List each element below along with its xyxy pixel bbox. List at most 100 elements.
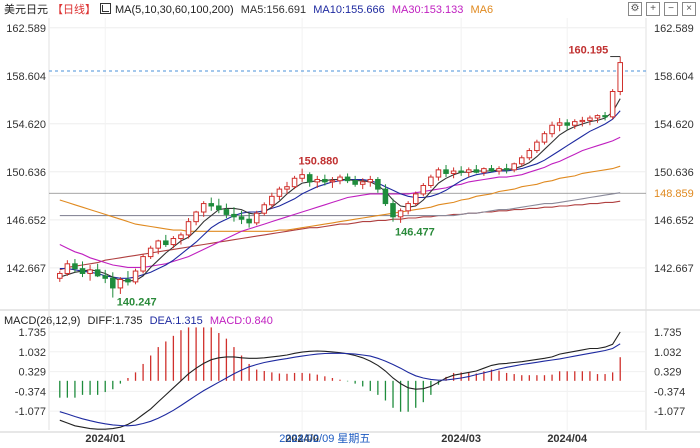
candle-body — [602, 115, 608, 118]
close-icon[interactable]: × — [682, 2, 696, 16]
candle-body — [473, 169, 480, 173]
right-level-label: 148.859 — [654, 188, 694, 200]
period-label[interactable]: 【日线】 — [52, 4, 96, 16]
candle-body — [170, 238, 177, 246]
candle — [94, 263, 101, 278]
candle-body — [155, 240, 162, 249]
candle — [291, 175, 298, 190]
candle — [314, 175, 321, 188]
candle — [185, 218, 192, 239]
candle — [87, 265, 93, 281]
candle — [238, 210, 245, 225]
candle — [110, 272, 116, 298]
y-tick-label-right: 162.589 — [654, 23, 694, 35]
candle-body — [178, 234, 184, 240]
candle-body — [541, 133, 548, 143]
candle — [458, 166, 464, 176]
candle-body — [238, 216, 245, 220]
candle — [617, 56, 623, 96]
candle — [57, 271, 63, 282]
y-tick-label-left: 150.636 — [6, 167, 46, 179]
macd-y-tick-right: 1.032 — [654, 347, 682, 359]
macd-dea-value: DEA:1.315 — [149, 315, 203, 327]
candle — [602, 111, 608, 121]
candle-body — [337, 176, 343, 182]
candle-body — [200, 203, 207, 213]
indicator-icon[interactable] — [100, 3, 111, 14]
candle-body — [526, 150, 533, 159]
candle-body — [496, 168, 502, 172]
candle — [473, 165, 480, 174]
candle — [481, 167, 487, 176]
candle — [170, 236, 177, 249]
candle-body — [594, 115, 601, 119]
chart-annotations: 160.195 150.880 146.477 140.247 148.859 — [117, 45, 694, 309]
candle-body — [443, 169, 449, 174]
candle-body — [412, 193, 419, 205]
candle — [428, 174, 434, 188]
ma10-line — [59, 110, 621, 279]
candle-body — [511, 163, 517, 171]
y-tick-label-left: 146.652 — [6, 215, 46, 227]
candle — [450, 167, 457, 179]
candle — [125, 271, 131, 286]
candle — [609, 89, 616, 120]
candle — [511, 162, 517, 173]
axis-labels: 162.589 162.589 158.604 158.604 154.620 154.6… — [6, 23, 694, 445]
candle — [344, 173, 351, 184]
ma100-line — [59, 192, 621, 217]
candle-body — [503, 168, 510, 171]
x-tick-label: 2024/04 — [547, 433, 588, 445]
candle — [534, 139, 540, 153]
candle — [231, 207, 237, 222]
ma30-line — [59, 136, 621, 268]
grid-lines — [0, 18, 700, 433]
candle-body — [329, 180, 336, 183]
candle-body — [291, 177, 298, 188]
candle-body — [117, 278, 124, 289]
y-tick-label-right: 146.652 — [654, 215, 694, 227]
candle — [397, 208, 404, 223]
candle — [443, 165, 449, 178]
candle-body — [306, 174, 313, 183]
candle — [420, 183, 427, 197]
ma6-value: MA6 — [470, 4, 494, 16]
minus-icon[interactable]: − — [664, 2, 678, 16]
candle-body — [299, 174, 305, 179]
candle-body — [534, 141, 540, 152]
candle-body — [140, 256, 146, 272]
candle-body — [488, 168, 495, 172]
candle-body — [344, 176, 351, 182]
plus-icon[interactable]: + — [646, 2, 660, 16]
macd-spec-label[interactable]: MACD(26,12,9) — [4, 315, 81, 327]
macd-y-tick-left: -0.374 — [15, 386, 46, 398]
candle — [216, 198, 222, 214]
candle — [193, 210, 199, 226]
candle-body — [609, 91, 616, 118]
candle — [299, 168, 305, 182]
candle-body — [458, 170, 464, 173]
candlestick-series — [57, 56, 623, 298]
candle — [526, 148, 533, 161]
y-tick-label-right: 142.667 — [654, 263, 694, 275]
ma-spec-label[interactable]: MA(5,10,30,60,100,200) — [115, 4, 234, 16]
candle-body — [481, 168, 487, 173]
candle-body — [518, 157, 525, 165]
candle-body — [276, 188, 283, 197]
candle-body — [64, 263, 71, 274]
ma30-value: MA30:153.133 — [391, 4, 464, 16]
candle — [322, 174, 328, 186]
y-tick-label-right: 154.620 — [654, 119, 694, 131]
candle — [140, 254, 146, 274]
candle — [223, 203, 230, 219]
candle — [556, 118, 563, 132]
candle — [64, 260, 71, 276]
settings-icon[interactable]: ⚙ — [628, 2, 642, 16]
candle — [496, 166, 502, 175]
candle — [72, 259, 78, 273]
candle-body — [147, 247, 154, 258]
candle — [412, 191, 419, 206]
ma6-line — [59, 165, 621, 232]
ma5-line — [59, 98, 621, 282]
